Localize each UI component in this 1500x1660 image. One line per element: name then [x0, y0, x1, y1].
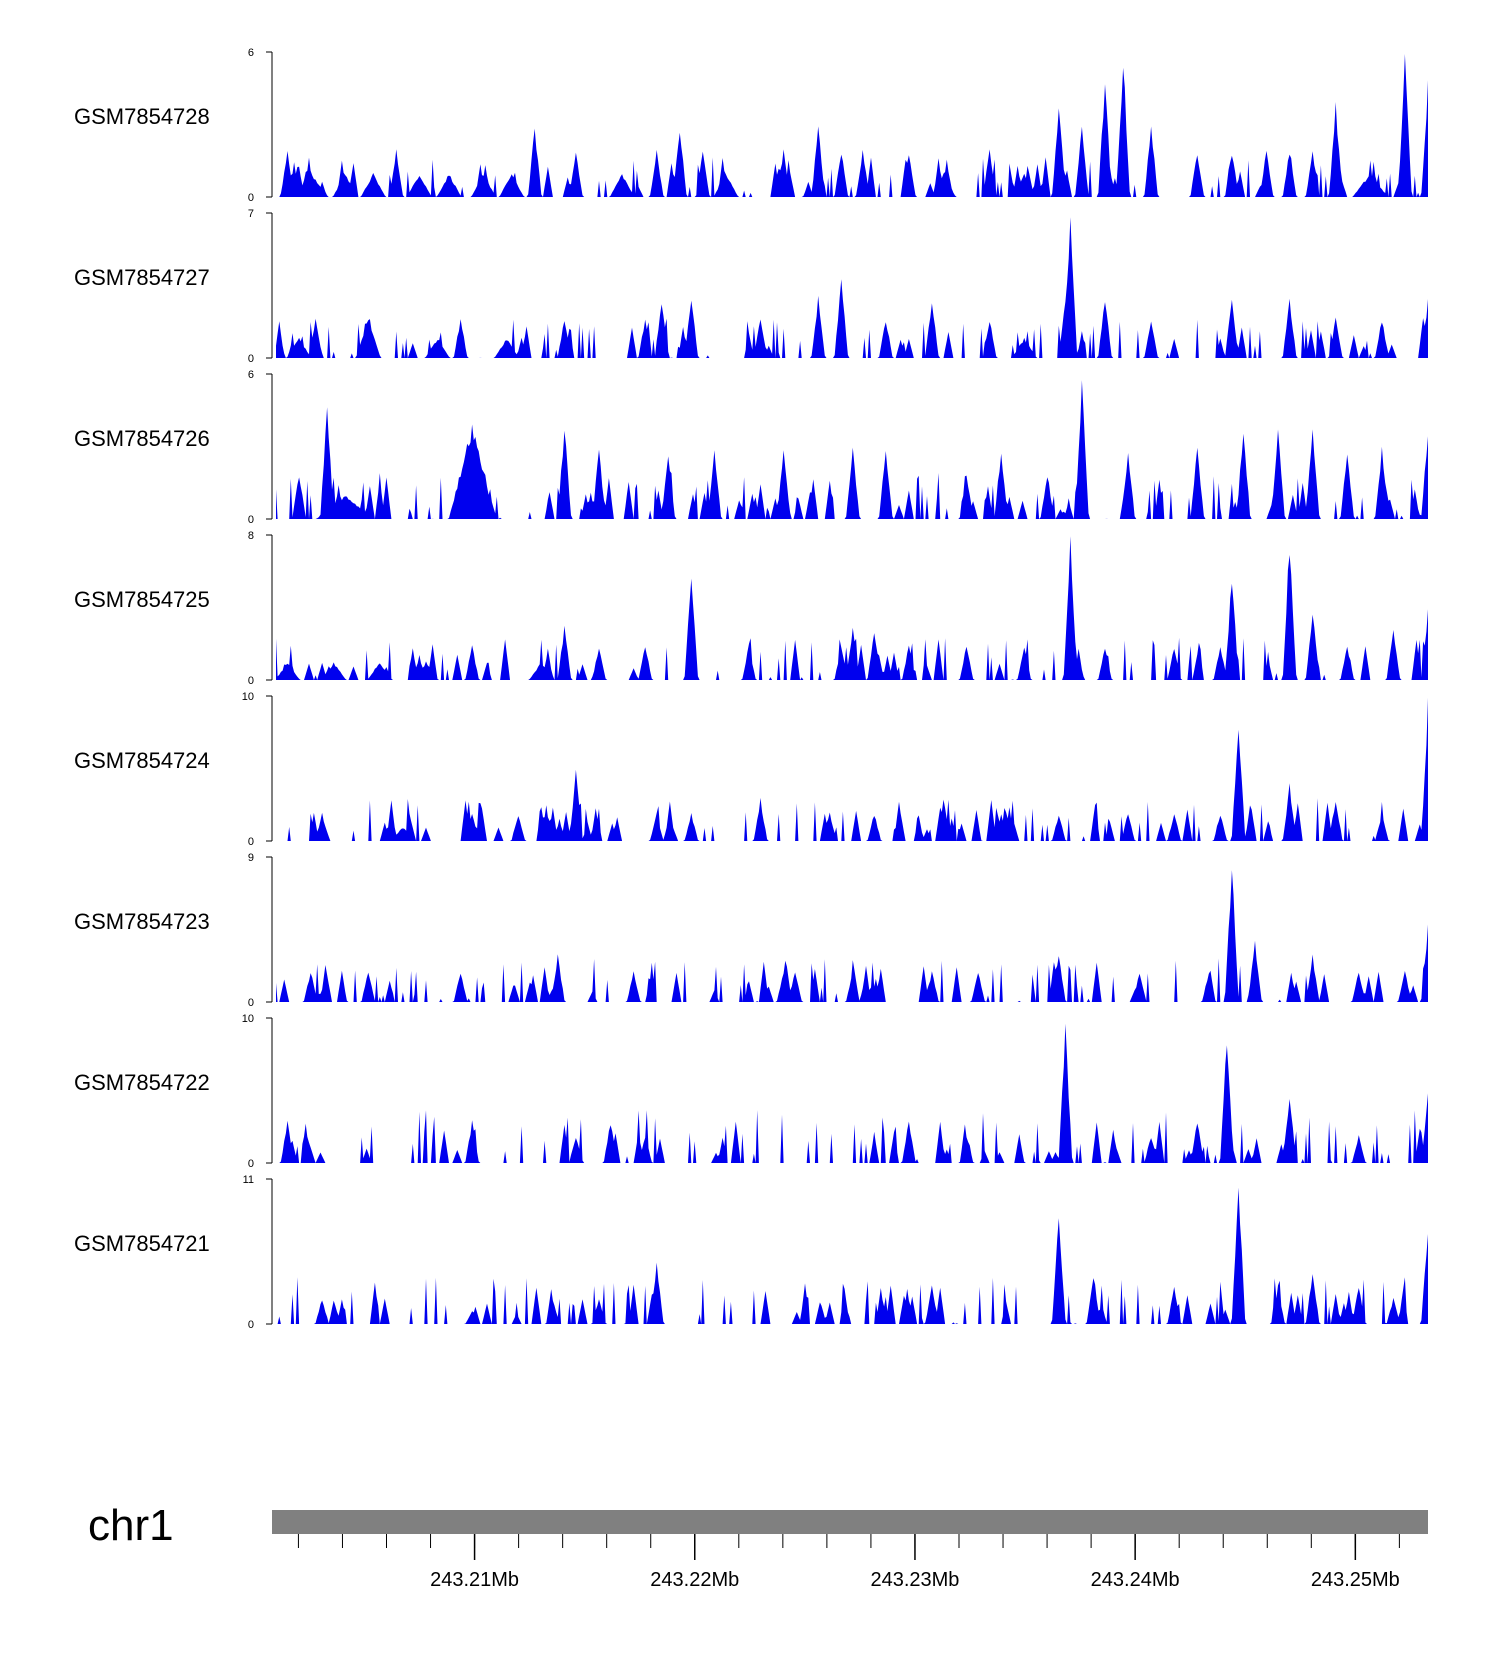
y-tick-label-max: 10	[242, 1013, 254, 1025]
x-tick-label: 243.24Mb	[1091, 1569, 1180, 1591]
x-tick-label: 243.22Mb	[650, 1569, 739, 1591]
coverage-area	[276, 217, 1428, 358]
track-GSM7854727: GSM7854727 7 0	[74, 208, 1428, 365]
x-tick-label: 243.21Mb	[430, 1569, 519, 1591]
x-tick-label: 243.25Mb	[1311, 1569, 1400, 1591]
track-GSM7854726: GSM7854726 6 0	[74, 369, 1428, 526]
x-tick-label: 243.23Mb	[870, 1569, 959, 1591]
tracks-layer: GSM785472860GSM785472770GSM785472660GSM7…	[74, 47, 1428, 1331]
y-tick-label-max: 7	[248, 208, 254, 220]
y-tick-label-max: 6	[248, 369, 254, 381]
y-tick-label-min: 0	[248, 1319, 254, 1331]
y-tick-label-max: 8	[248, 530, 254, 542]
coverage-area	[276, 870, 1428, 1002]
genome-axis: chr1 243.21Mb 243.22Mb 243.23Mb 243.24Mb 243…	[88, 1501, 1428, 1591]
track-GSM7854724: GSM7854724 10 0	[74, 691, 1428, 848]
y-tick-label-max: 6	[248, 47, 254, 59]
track-label: GSM7854721	[74, 1231, 210, 1256]
track-GSM7854723: GSM7854723 9 0	[74, 852, 1428, 1009]
track-GSM7854721: GSM7854721 11 0	[74, 1174, 1428, 1331]
y-tick-label-min: 0	[248, 997, 254, 1009]
track-GSM7854728: GSM7854728 6 0	[74, 47, 1428, 204]
y-tick-label-min: 0	[248, 192, 254, 204]
coverage-area	[276, 54, 1428, 197]
y-tick-label-max: 10	[242, 691, 254, 703]
y-tick-label-max: 11	[243, 1174, 254, 1186]
y-tick-label-max: 9	[248, 852, 254, 864]
y-tick-label-min: 0	[248, 1158, 254, 1170]
track-label: GSM7854726	[74, 426, 210, 451]
coverage-area	[276, 1187, 1428, 1324]
chromosome-label: chr1	[88, 1501, 174, 1550]
track-label: GSM7854724	[74, 748, 210, 773]
y-tick-label-min: 0	[248, 514, 254, 526]
track-GSM7854725: GSM7854725 8 0	[74, 530, 1428, 687]
track-label: GSM7854728	[74, 104, 210, 129]
track-label: GSM7854725	[74, 587, 210, 612]
track-GSM7854722: GSM7854722 10 0	[74, 1013, 1428, 1170]
chromosome-ideogram	[272, 1510, 1428, 1534]
y-tick-label-min: 0	[248, 675, 254, 687]
coverage-area	[276, 380, 1428, 519]
coverage-area	[276, 697, 1428, 841]
coverage-area	[276, 1023, 1428, 1163]
track-label: GSM7854727	[74, 265, 210, 290]
coverage-area	[276, 536, 1428, 680]
y-tick-label-min: 0	[248, 353, 254, 365]
y-tick-label-min: 0	[248, 836, 254, 848]
track-label: GSM7854723	[74, 909, 210, 934]
track-label: GSM7854722	[74, 1070, 210, 1095]
